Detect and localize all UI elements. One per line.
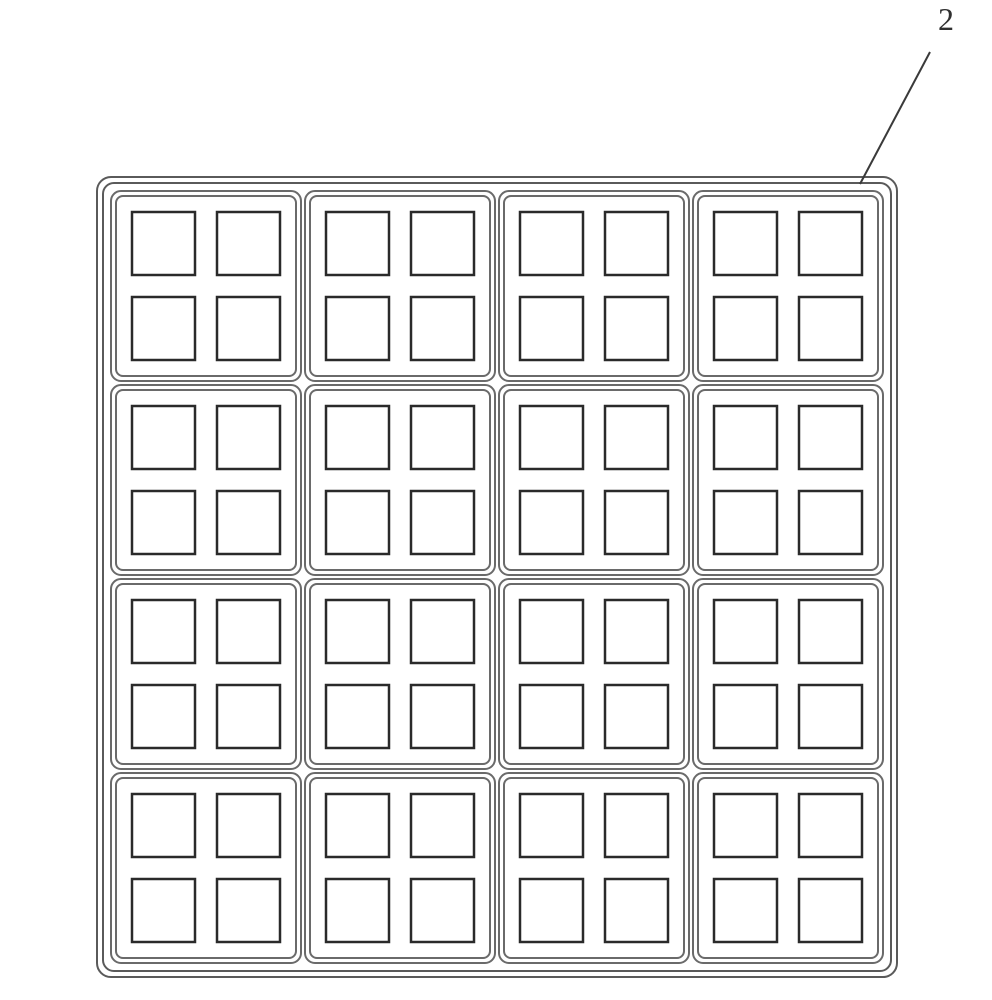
sq-2-2-1-1 [605, 685, 668, 748]
sq-3-1-1-0 [326, 879, 389, 942]
callout-label-2: 2 [938, 1, 954, 37]
sq-2-3-0-1 [799, 600, 862, 663]
sq-3-1-1-1 [411, 879, 474, 942]
sq-2-3-0-0 [714, 600, 777, 663]
sq-3-0-0-0 [132, 794, 195, 857]
sq-3-2-1-1 [605, 879, 668, 942]
sq-2-1-0-0 [326, 600, 389, 663]
sq-1-2-0-0 [520, 406, 583, 469]
sq-1-3-1-1 [799, 491, 862, 554]
sq-3-2-1-0 [520, 879, 583, 942]
sq-1-0-0-0 [132, 406, 195, 469]
sq-0-1-0-0 [326, 212, 389, 275]
sq-3-3-0-1 [799, 794, 862, 857]
sq-3-3-0-0 [714, 794, 777, 857]
sq-2-0-0-1 [217, 600, 280, 663]
sq-1-1-1-0 [326, 491, 389, 554]
sq-1-1-1-1 [411, 491, 474, 554]
sq-1-1-0-0 [326, 406, 389, 469]
sq-0-0-0-1 [217, 212, 280, 275]
sq-3-2-0-1 [605, 794, 668, 857]
sq-3-1-0-0 [326, 794, 389, 857]
sq-0-3-1-0 [714, 297, 777, 360]
sq-2-0-0-0 [132, 600, 195, 663]
sq-1-3-1-0 [714, 491, 777, 554]
sq-3-3-1-0 [714, 879, 777, 942]
sq-1-2-1-0 [520, 491, 583, 554]
sq-0-2-0-0 [520, 212, 583, 275]
sq-2-2-0-1 [605, 600, 668, 663]
sq-0-0-1-0 [132, 297, 195, 360]
sq-3-1-0-1 [411, 794, 474, 857]
sq-2-2-0-0 [520, 600, 583, 663]
sq-1-2-1-1 [605, 491, 668, 554]
sq-1-0-1-1 [217, 491, 280, 554]
sq-2-3-1-1 [799, 685, 862, 748]
sq-2-1-1-1 [411, 685, 474, 748]
sq-2-2-1-0 [520, 685, 583, 748]
sq-0-1-1-0 [326, 297, 389, 360]
sq-2-3-1-0 [714, 685, 777, 748]
sq-2-1-0-1 [411, 600, 474, 663]
sq-0-3-1-1 [799, 297, 862, 360]
sq-0-1-0-1 [411, 212, 474, 275]
sq-1-2-0-1 [605, 406, 668, 469]
sq-1-0-1-0 [132, 491, 195, 554]
sq-3-0-1-0 [132, 879, 195, 942]
sq-2-0-1-0 [132, 685, 195, 748]
sq-0-0-1-1 [217, 297, 280, 360]
sq-3-0-0-1 [217, 794, 280, 857]
sq-0-2-0-1 [605, 212, 668, 275]
sq-0-2-1-0 [520, 297, 583, 360]
sq-0-1-1-1 [411, 297, 474, 360]
sq-1-3-0-0 [714, 406, 777, 469]
sq-0-2-1-1 [605, 297, 668, 360]
sq-1-1-0-1 [411, 406, 474, 469]
leader-line [860, 52, 930, 184]
sq-1-3-0-1 [799, 406, 862, 469]
sq-0-0-0-0 [132, 212, 195, 275]
sq-3-0-1-1 [217, 879, 280, 942]
sq-0-3-0-1 [799, 212, 862, 275]
sq-1-0-0-1 [217, 406, 280, 469]
sq-3-3-1-1 [799, 879, 862, 942]
sq-2-0-1-1 [217, 685, 280, 748]
sq-2-1-1-0 [326, 685, 389, 748]
diagram-svg: 2 [0, 0, 992, 1000]
sq-0-3-0-0 [714, 212, 777, 275]
sq-3-2-0-0 [520, 794, 583, 857]
